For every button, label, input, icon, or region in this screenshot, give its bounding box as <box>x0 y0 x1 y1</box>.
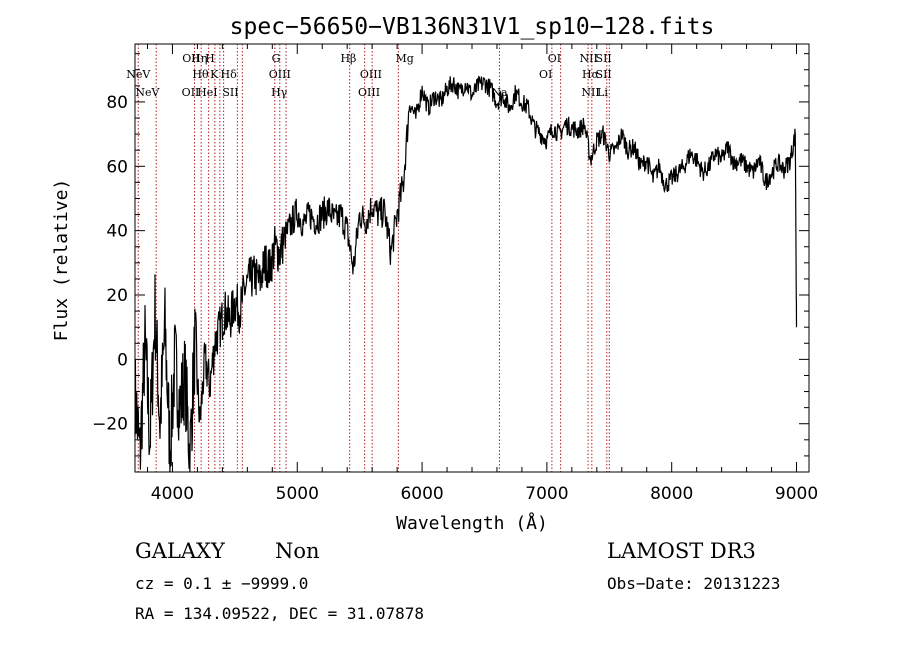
spectral-line-label: Li <box>597 86 608 99</box>
spectral-line-label: NeV <box>126 68 151 81</box>
survey-name: LAMOST DR3 <box>607 539 756 563</box>
spectral-line-label: Mg <box>395 52 413 65</box>
x-tick-label: 5000 <box>276 484 319 504</box>
x-tick-label: 6000 <box>400 484 443 504</box>
spectral-line-label: G <box>272 52 281 65</box>
coordinates: RA = 134.09522, DEC = 31.07878 <box>135 604 424 623</box>
spectral-line-label: OI <box>548 52 561 65</box>
y-tick-label: 60 <box>106 157 128 177</box>
spectrum-line <box>134 75 798 473</box>
obs-date: Obs−Date: 20131223 <box>607 574 780 593</box>
spectral-line-label: Hδ <box>221 68 238 81</box>
spectral-line-label: SII <box>596 52 612 65</box>
cz-value: cz = 0.1 ± −9999.0 <box>135 574 308 593</box>
spectral-line-label: SII <box>222 86 238 99</box>
object-subclass: Non <box>275 539 320 563</box>
spectral-line-label: NII <box>580 52 598 65</box>
x-axis-label: Wavelength (Å) <box>396 512 548 534</box>
spectral-line-label: Hθ <box>192 68 209 81</box>
y-axis-label: Flux (relative) <box>51 179 72 342</box>
x-tick-label: 9000 <box>775 484 818 504</box>
spectral-line-label: OIII <box>360 68 382 81</box>
spectral-line-label: OIII <box>358 86 380 99</box>
spectral-line-label: OII <box>182 86 200 99</box>
x-tick-label: 7000 <box>525 484 568 504</box>
spectral-line-label: OI <box>539 68 552 81</box>
x-tick-label: 8000 <box>650 484 693 504</box>
y-axis: −20 0 20 40 60 80 <box>92 53 809 457</box>
x-axis: 4000 5000 6000 7000 8000 9000 <box>146 44 818 504</box>
spectral-line-label: HeI <box>197 86 217 99</box>
x-tick-label: 4000 <box>151 484 194 504</box>
y-tick-label: 80 <box>106 93 128 113</box>
spectral-line-label: Hη <box>191 52 207 65</box>
spectral-line-label: SII <box>596 68 612 81</box>
spectral-line-label: Hα <box>582 68 600 81</box>
plot-frame <box>134 43 810 473</box>
object-class: GALAXY <box>135 539 226 563</box>
spectral-line-label: H <box>205 52 215 65</box>
spectral-lines-group <box>137 44 610 472</box>
y-tick-label: 20 <box>106 286 128 306</box>
spectral-line-label: K <box>210 68 219 81</box>
spectral-line-label: NII <box>581 86 599 99</box>
y-tick-label: −20 <box>92 415 128 435</box>
spectral-line-label: OII <box>182 52 200 65</box>
spectral-line-label: Hγ <box>271 86 288 99</box>
spectral-line-label: Hβ <box>340 52 356 65</box>
spectral-line-label: NeV <box>135 86 160 99</box>
chart-title: spec−56650−VB136N31V1_sp10−128.fits <box>230 14 715 40</box>
y-tick-label: 40 <box>106 222 128 242</box>
y-tick-label: 0 <box>117 350 128 370</box>
spectral-line-label: OIII <box>269 68 291 81</box>
